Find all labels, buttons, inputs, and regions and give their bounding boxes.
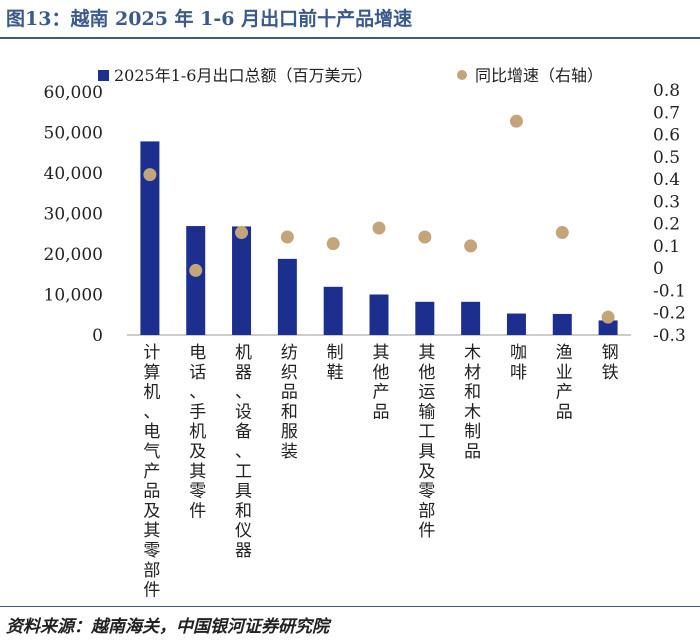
growth-point [509,114,523,128]
bar [506,313,526,335]
growth-point [280,230,294,244]
growth-point [601,310,615,324]
bar [323,286,343,335]
category-labels: 计算机、电气产品及其零部件 电话、手机及其零件 机器、设备、工具和仪器 纺织品和服装 制… [143,343,618,601]
right-tick-label: 0 [653,259,664,279]
right-tick-label: 0.1 [653,237,680,257]
source-divider [0,606,700,607]
right-axis: 0.80.7 0.60.50.40.3 0.20.10-0.1 -0.2-0.3 [653,81,686,346]
growth-point [418,230,432,244]
category-label: 纺织品和服装 [281,343,298,462]
right-tick-label: -0.1 [653,281,686,301]
left-tick-label: 10,000 [44,286,103,306]
bar [369,294,389,335]
bar [232,226,252,335]
left-tick-label: 20,000 [44,245,103,265]
bar [461,301,481,335]
right-tick-label: 0.6 [653,126,680,146]
growth-series [143,114,615,324]
growth-point [464,239,478,253]
category-label: 计算机、电气产品及其零部件 [143,343,160,601]
category-label: 制鞋 [327,343,344,383]
category-label: 钢铁 [602,343,619,383]
legend-dot-label: 同比增速（右轴） [475,66,603,85]
chart-title: 图13：越南 2025 年 1-6 月出口前十产品增速 [6,8,413,30]
right-tick-label: 0.7 [653,103,680,123]
bar [140,141,160,335]
right-tick-label: 0.5 [653,148,680,168]
bar [598,320,618,335]
left-tick-label: 40,000 [44,164,103,184]
legend-bar-swatch [98,70,109,81]
right-tick-label: 0.3 [653,192,680,212]
left-tick-label: 30,000 [44,205,103,225]
left-axis: 0 10,000 20,000 30,000 40,000 50,000 60,000 [44,83,103,346]
category-label: 其他运输工具及零部件 [418,343,435,541]
left-tick-label: 50,000 [44,124,103,144]
category-label: 机器、设备、工具和仪器 [235,343,252,561]
right-tick-label: 0.2 [653,215,680,235]
category-label: 咖啡 [510,343,527,383]
legend-dot-swatch [457,70,467,80]
bar [415,301,435,335]
growth-point [189,263,203,277]
growth-point [143,168,157,182]
legend: 2025年1-6月出口总额（百万美元） 同比增速（右轴） [98,66,603,85]
right-tick-label: 0.8 [653,81,680,101]
source-note: 资料来源：越南海关，中国银河证券研究院 [6,617,329,637]
growth-point [326,237,340,251]
bar [186,226,206,335]
growth-point [372,221,386,235]
bar-series [140,141,618,335]
category-label: 木材和木制品 [464,343,481,462]
growth-point [555,226,569,240]
left-tick-label: 0 [92,326,103,346]
right-tick-label: -0.3 [653,326,686,346]
growth-point [235,226,249,240]
right-tick-label: 0.4 [653,170,680,190]
title-divider [0,37,700,39]
left-tick-label: 60,000 [44,83,103,103]
legend-bar-label: 2025年1-6月出口总额（百万美元） [114,66,373,85]
category-label: 渔业产品 [556,343,573,422]
chart: 2025年1-6月出口总额（百万美元） 同比增速（右轴） 0 10,000 20,0… [44,66,686,601]
right-tick-label: -0.2 [653,304,686,324]
category-label: 其他产品 [373,343,390,422]
bar [552,313,572,335]
category-label: 电话、手机及其零件 [189,343,206,521]
bar [277,258,297,335]
